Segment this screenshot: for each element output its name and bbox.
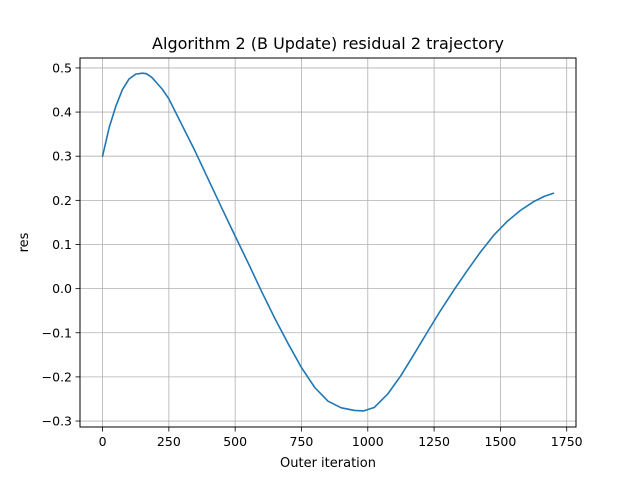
grid-layer bbox=[80, 58, 576, 427]
x-tick-label: 1250 bbox=[418, 434, 450, 449]
y-tick-label: 0.3 bbox=[52, 149, 72, 164]
x-tick-label: 750 bbox=[290, 434, 314, 449]
y-tick-label: −0.3 bbox=[42, 414, 72, 429]
x-tick-label: 250 bbox=[157, 434, 181, 449]
x-tick-label: 1000 bbox=[352, 434, 384, 449]
y-tick-label: 0.0 bbox=[52, 281, 72, 296]
y-tick-label: −0.2 bbox=[42, 369, 72, 384]
y-tick-label: 0.5 bbox=[52, 60, 72, 75]
x-tick-label: 0 bbox=[99, 434, 107, 449]
y-tick-label: 0.4 bbox=[52, 105, 72, 120]
y-tick-label: −0.1 bbox=[42, 325, 72, 340]
y-axis-label: res bbox=[17, 232, 32, 252]
x-tick-label: 500 bbox=[223, 434, 247, 449]
chart-title: Algorithm 2 (B Update) residual 2 trajec… bbox=[152, 34, 504, 53]
x-tick-label: 1500 bbox=[485, 434, 517, 449]
series-layer bbox=[101, 72, 555, 412]
plot-frame bbox=[79, 57, 577, 428]
x-tick-label: 1750 bbox=[551, 434, 583, 449]
y-tick-label: 0.1 bbox=[52, 237, 72, 252]
y-tick-label: 0.2 bbox=[52, 193, 72, 208]
x-axis-label: Outer iteration bbox=[280, 456, 376, 471]
tick-layer: 0 250 500 750 1000 1250 1500 1750 −0.3 −0.2 −0.1 0.… bbox=[42, 60, 583, 449]
series-line bbox=[101, 72, 555, 412]
